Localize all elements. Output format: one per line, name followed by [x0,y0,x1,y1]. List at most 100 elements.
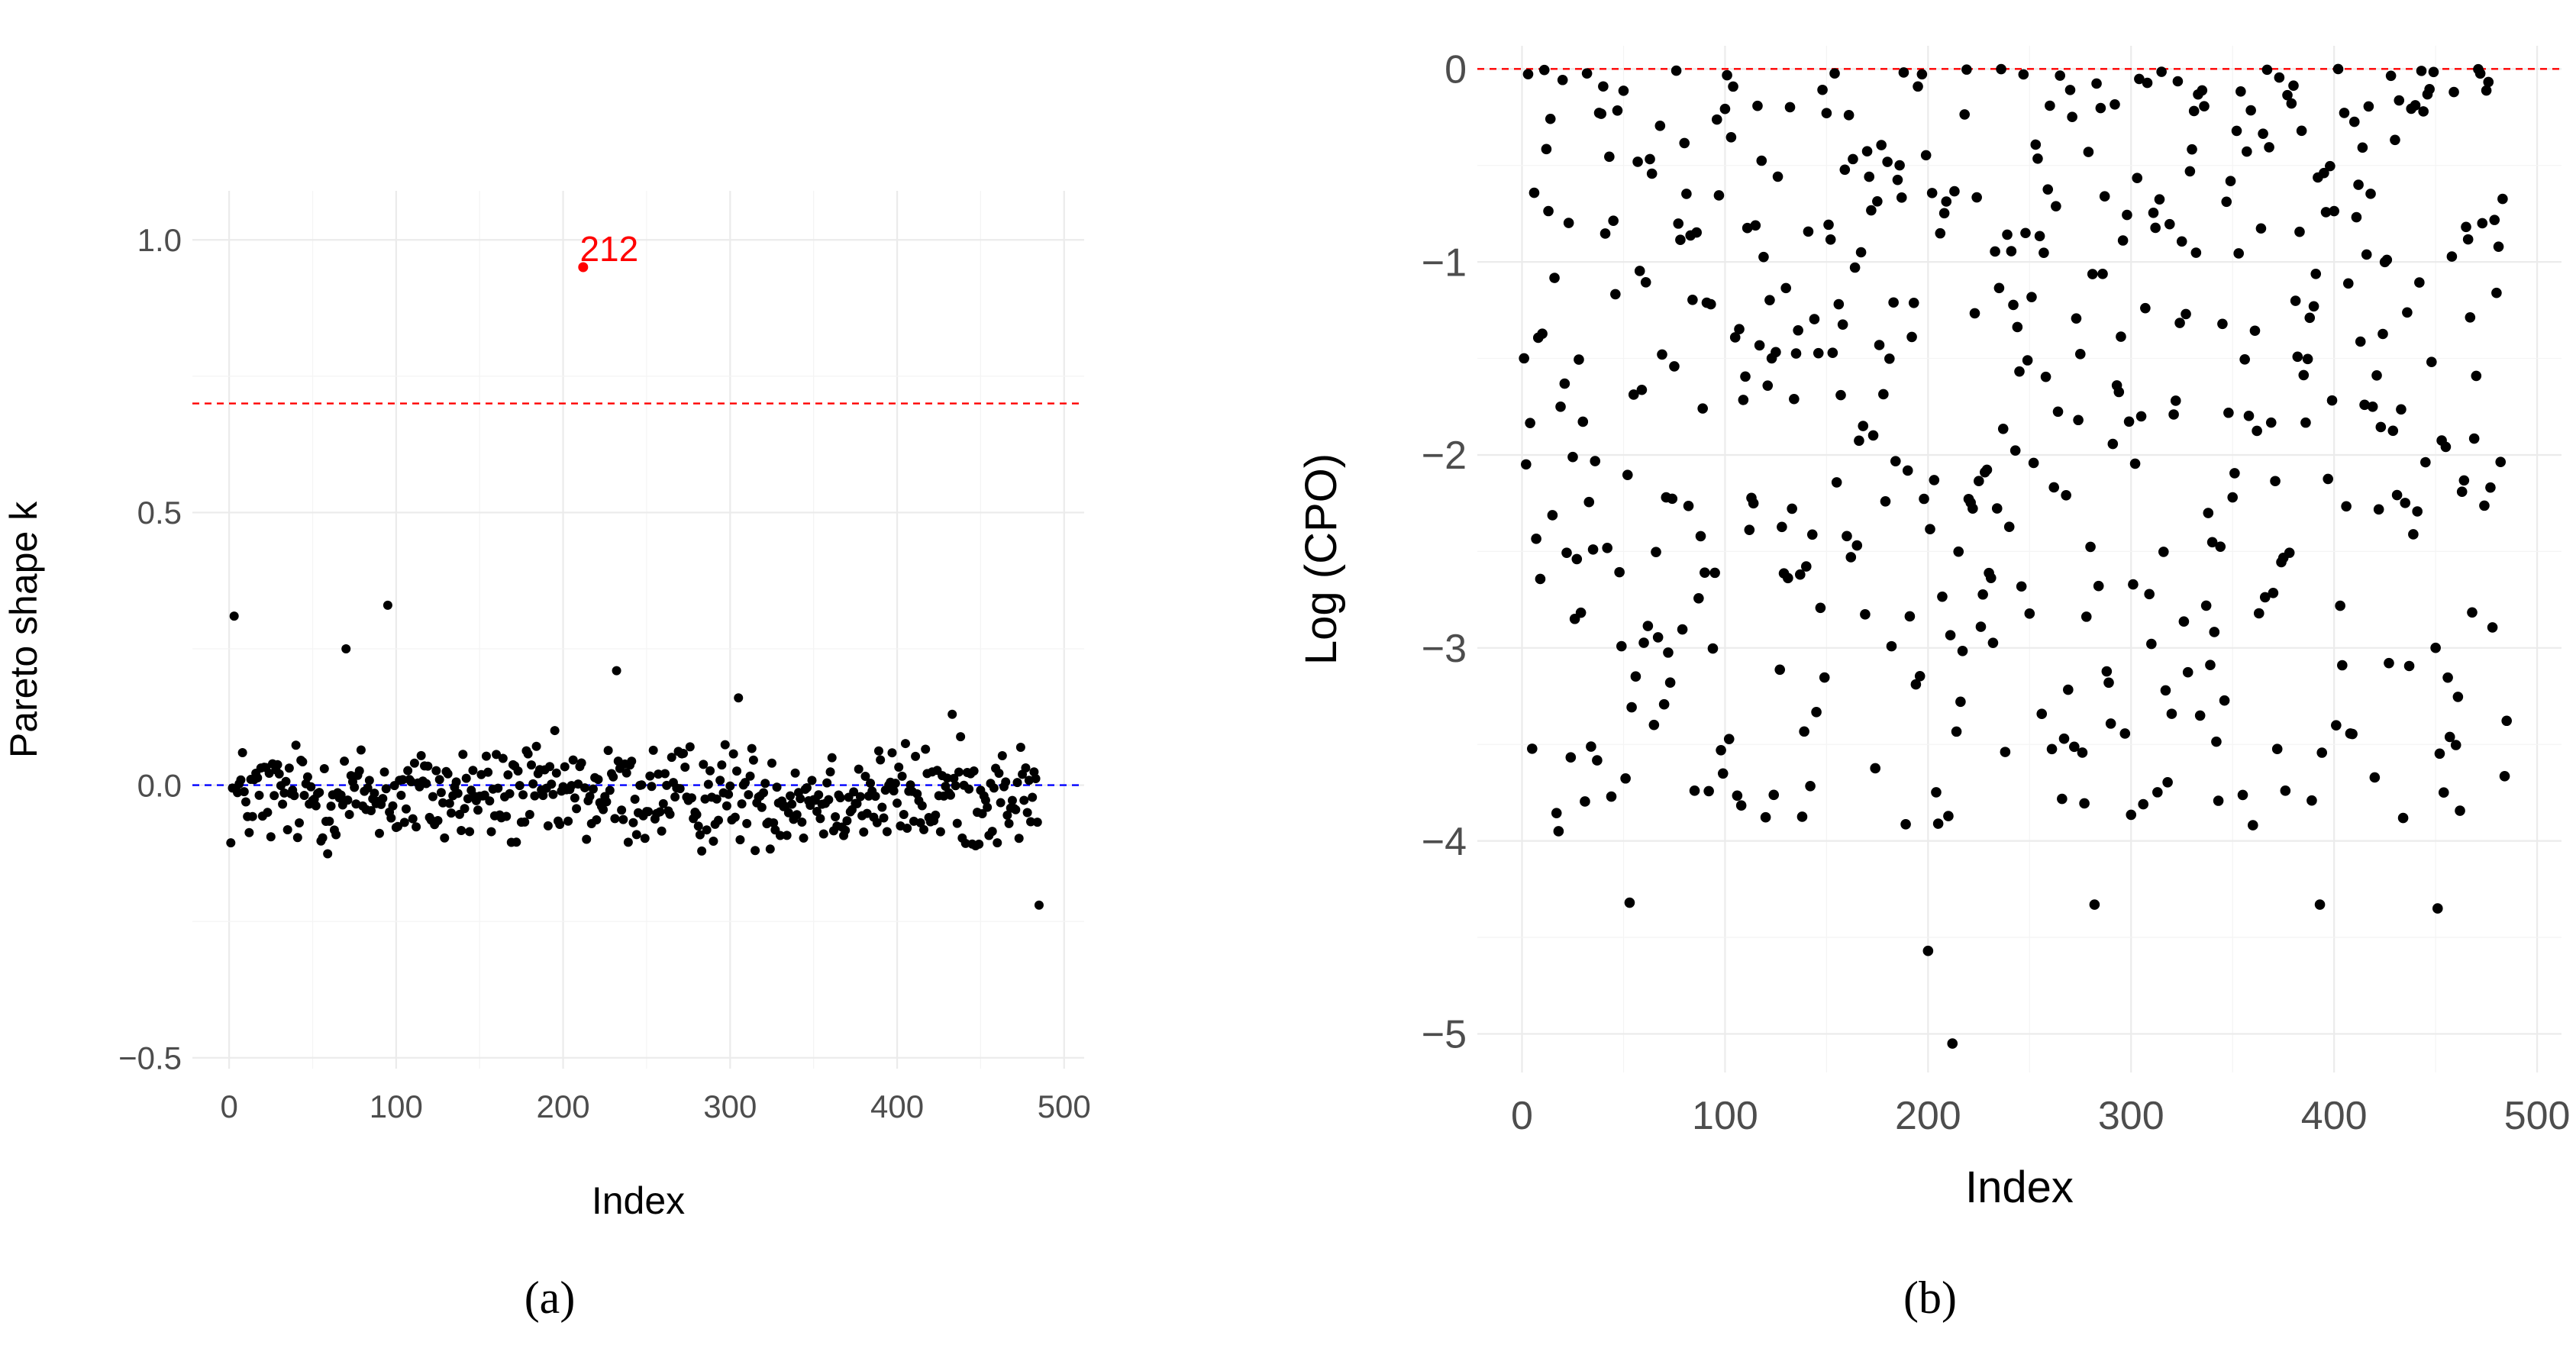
data-point [2252,425,2262,437]
data-point [887,748,897,758]
data-point [1596,108,1607,119]
data-point [969,766,979,776]
data-point [520,817,530,827]
data-point [1522,69,1534,79]
data-point [2028,457,2039,469]
data-point [2122,209,2132,221]
data-point [444,798,454,808]
data-point [1729,332,1741,343]
panel-b-chart: 0 100 200 300 400 500 −5 −4 −3 −2 −1 0 Index Log (CPO… [1296,46,2570,1212]
data-point [2134,73,2145,85]
data-point [2083,147,2094,157]
data-point [709,837,718,847]
data-point [2326,395,2338,406]
data-point [2304,312,2316,324]
x-tick-label: 400 [870,1089,924,1124]
data-point [1012,778,1022,788]
data-point [2355,336,2366,347]
data-point [378,794,388,804]
data-point [1880,495,1891,507]
data-point [576,758,586,768]
data-point [935,827,945,837]
data-point [705,766,715,776]
data-point [1955,696,1966,708]
data-point [383,600,392,610]
data-point [1872,196,1883,207]
data-point [747,743,757,753]
data-point [1951,726,1962,737]
data-point [1537,328,1548,340]
data-point [751,846,760,856]
data-point [2148,208,2159,218]
data-point [2227,492,2239,503]
data-point [1651,547,1661,557]
data-point [2493,241,2504,252]
data-point [531,741,541,751]
data-point [2337,660,2348,671]
data-point [2077,747,2088,758]
data-point [655,807,665,817]
data-point [818,829,828,839]
data-point [433,815,443,825]
data-point [440,833,450,843]
data-point [1851,540,1863,551]
data-point [977,809,987,819]
data-point [580,783,590,793]
data-point [2456,486,2468,498]
data-point [1581,68,1593,79]
data-point [341,644,351,653]
data-point [1900,818,1911,830]
data-point [1760,811,1771,823]
data-point [1839,164,1851,176]
data-point [473,805,483,815]
data-point [434,775,444,785]
data-point [987,827,997,837]
data-point [790,768,800,778]
data-point [1528,187,1540,198]
y-tick-label: −2 [1422,434,1467,478]
data-point [2190,247,2202,258]
data-point [443,769,453,779]
data-point [1987,637,1999,648]
data-point [2298,369,2310,381]
data-point [1590,456,1601,466]
data-point [989,783,999,793]
data-point [2294,226,2305,237]
data-point [882,827,892,837]
caption-b: (b) [1903,1272,1957,1323]
y-tick-label: −1 [1422,240,1467,285]
data-point [699,760,709,769]
data-point [1825,234,1836,245]
data-point [831,812,841,822]
data-point [1679,137,1690,149]
data-point [873,746,883,756]
x-tick-label: 100 [370,1089,423,1124]
x-tick-label: 0 [220,1089,237,1124]
data-point [1001,777,1011,787]
data-point [1985,573,1997,583]
data-point [1719,103,1731,115]
data-point [2219,695,2230,706]
data-point [2068,741,2080,753]
data-point [2428,66,2439,78]
data-point [1667,493,1678,505]
data-point [2231,125,2242,137]
data-point [623,837,633,847]
data-point [931,810,941,820]
data-point [1884,353,1895,364]
data-point [2410,100,2421,111]
data-point [1652,632,1664,643]
data-point [1567,451,1578,463]
data-point [1711,114,1722,125]
data-point [1575,607,1587,618]
data-point [323,849,333,859]
data-point [983,802,993,812]
data-point [403,766,413,776]
data-point [1758,251,1769,263]
data-point [1681,189,1692,199]
data-point [612,666,621,676]
data-point [1990,246,2000,257]
data-point [528,779,538,789]
data-point [1780,282,1791,294]
